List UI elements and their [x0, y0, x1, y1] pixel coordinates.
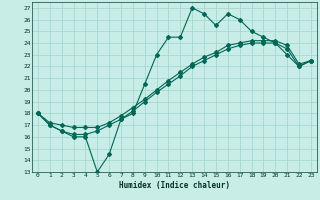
X-axis label: Humidex (Indice chaleur): Humidex (Indice chaleur) [119, 181, 230, 190]
